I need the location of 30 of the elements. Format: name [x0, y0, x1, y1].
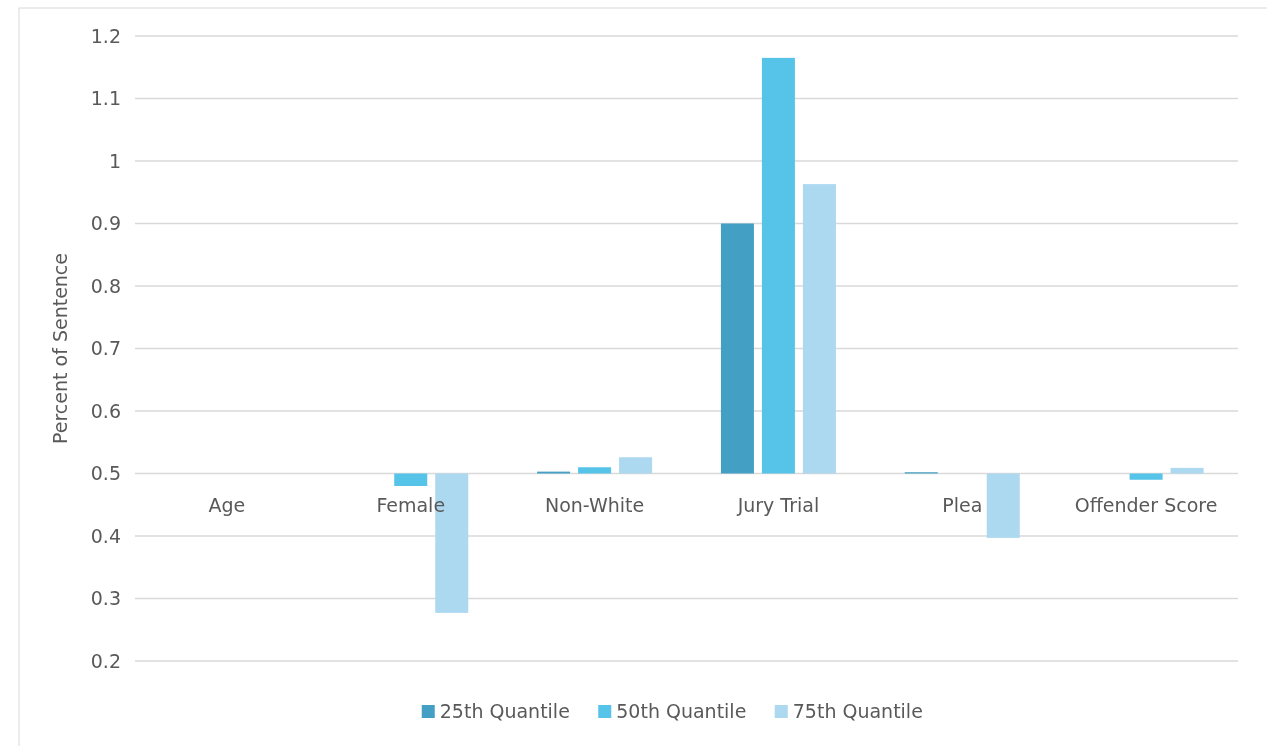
y-tick-label: 0.5	[90, 462, 121, 485]
x-tick-label: Offender Score	[1074, 493, 1218, 516]
bar	[802, 184, 836, 474]
bar	[619, 457, 653, 474]
bar	[394, 473, 428, 486]
y-tick-label: 0.3	[90, 587, 121, 610]
legend-label: 75th Quantile	[792, 700, 923, 722]
y-tick-label: 0.8	[90, 274, 121, 297]
y-tick-label: 1.2	[90, 24, 121, 47]
x-tick-label: Age	[208, 493, 246, 516]
y-tick-label: 0.9	[90, 212, 121, 235]
bar	[986, 473, 1020, 538]
y-tick-label: 0.6	[90, 399, 121, 422]
bar	[720, 223, 754, 474]
x-tick-label: Non-White	[544, 493, 645, 516]
legend-label: 50th Quantile	[616, 700, 747, 722]
y-axis-title: Percent of Sentence	[49, 253, 71, 444]
y-tick-label: 0.2	[90, 649, 121, 672]
bar	[761, 57, 795, 474]
bar	[1170, 467, 1204, 474]
bar	[578, 467, 612, 474]
y-tick-label: 0.7	[90, 337, 121, 360]
bar	[1129, 473, 1163, 480]
x-tick-label: Female	[376, 493, 446, 516]
legend-label: 25th Quantile	[439, 700, 570, 722]
x-tick-label: Plea	[942, 493, 983, 516]
y-tick-label: 0.4	[90, 524, 121, 547]
x-tick-label: Jury Trial	[736, 493, 820, 516]
y-tick-label: 1	[108, 149, 121, 172]
y-tick-label: 1.1	[90, 87, 121, 110]
